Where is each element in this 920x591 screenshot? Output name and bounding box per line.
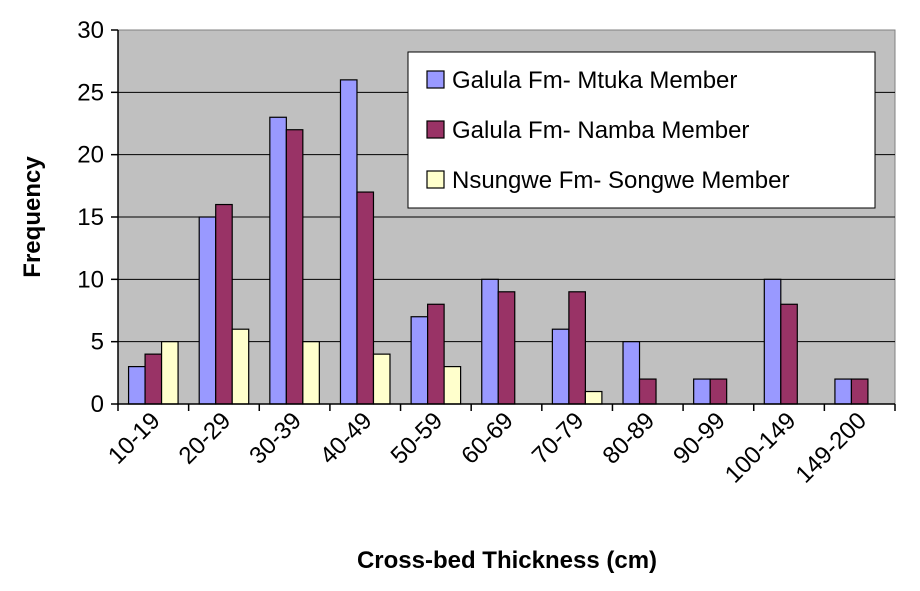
bar-2-30-39 — [285, 129, 304, 405]
bar-1-50-59 — [410, 316, 429, 405]
y-axis-title: Frequency — [19, 156, 46, 278]
y-tick-label: 5 — [91, 329, 104, 356]
legend: Galula Fm- Mtuka Member Galula Fm- Namba … — [407, 51, 876, 209]
legend-swatch — [426, 120, 445, 139]
bar-1-30-39 — [269, 116, 287, 405]
bar-3-40-49 — [372, 353, 391, 405]
bar-2-60-69 — [497, 291, 516, 405]
x-tick-label: 60-69 — [456, 407, 519, 470]
x-tick-label: 90-99 — [668, 407, 731, 470]
bar-1-20-29 — [198, 216, 217, 405]
y-tick-label: 30 — [77, 17, 104, 44]
x-tick-label: 70-79 — [527, 407, 590, 470]
bar-2-100-149 — [780, 303, 798, 405]
bar-2-70-79 — [568, 291, 586, 405]
x-tick-label: 10-19 — [103, 407, 166, 470]
bar-3-50-59 — [443, 366, 462, 405]
x-axis-title: Cross-bed Thickness (cm) — [357, 547, 657, 574]
bar-2-80-89 — [638, 378, 657, 405]
legend-swatch — [426, 170, 445, 189]
legend-label: Nsungwe Fm- Songwe Member — [452, 167, 789, 194]
bar-1-10-19 — [127, 366, 146, 405]
bar-2-20-29 — [215, 203, 233, 405]
x-tick-label: 100-149 — [720, 407, 801, 488]
y-ticks: 0 5 10 15 20 25 30 — [77, 17, 118, 418]
y-tick-label: 10 — [77, 266, 104, 293]
y-tick-label: 25 — [77, 79, 104, 106]
bar-2-149-200 — [850, 378, 869, 405]
x-ticks: 10-19 20-29 30-39 40-49 50-59 60-69 70-79 80-89… — [103, 404, 896, 489]
bar-1-60-69 — [481, 278, 499, 405]
bar-3-10-19 — [160, 341, 179, 405]
bar-2-90-99 — [709, 378, 728, 405]
bar-2-50-59 — [427, 303, 445, 405]
legend-box — [407, 51, 876, 209]
x-tick-label: 40-49 — [315, 407, 378, 470]
bar-1-70-79 — [551, 328, 570, 405]
y-tick-label: 15 — [77, 204, 104, 231]
bar-1-40-49 — [339, 79, 358, 405]
legend-label: Galula Fm- Namba Member — [452, 117, 749, 144]
bar-2-10-19 — [144, 353, 163, 405]
bar-1-149-200 — [834, 378, 853, 405]
bars — [127, 79, 869, 405]
y-tick-label: 20 — [77, 142, 104, 169]
bar-1-100-149 — [763, 278, 782, 405]
x-tick-label: 20-29 — [174, 407, 237, 470]
bar-1-80-89 — [622, 341, 641, 405]
legend-label: Galula Fm- Mtuka Member — [452, 67, 737, 94]
x-tick-label: 50-59 — [386, 407, 449, 470]
bar-3-70-79 — [584, 390, 603, 405]
bar-1-90-99 — [693, 378, 711, 405]
bar-3-20-29 — [231, 328, 250, 405]
x-tick-label: 149-200 — [791, 407, 872, 488]
x-tick-label: 80-89 — [598, 407, 661, 470]
legend-swatch — [426, 70, 445, 89]
y-tick-label: 0 — [91, 391, 104, 418]
bar-2-40-49 — [356, 191, 375, 405]
bar-3-30-39 — [302, 341, 320, 405]
x-tick-label: 30-39 — [244, 407, 307, 470]
